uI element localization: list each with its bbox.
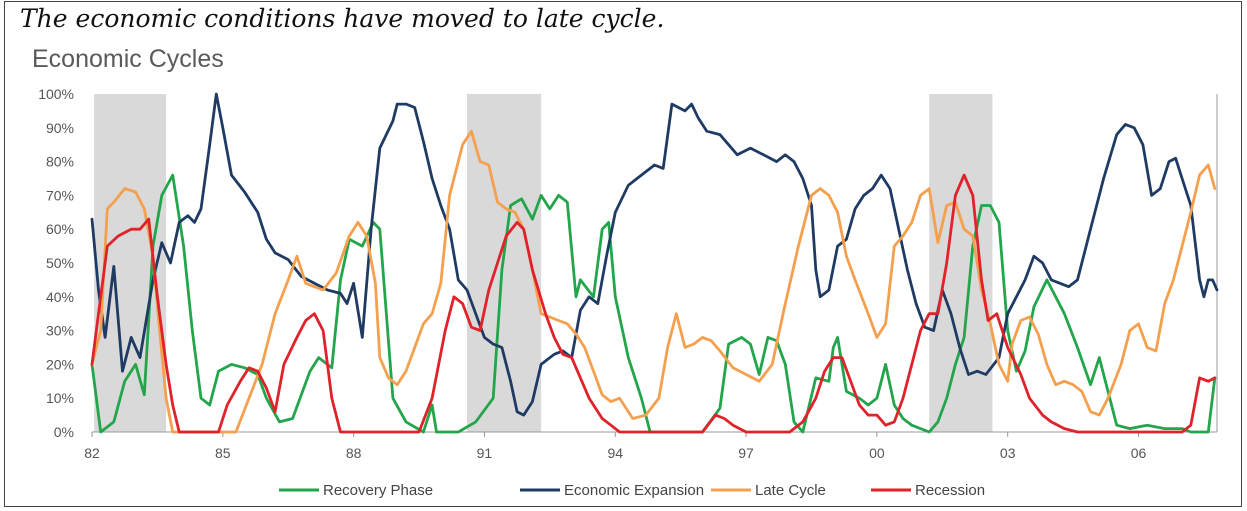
y-tick-label: 50%: [46, 255, 74, 271]
y-tick-label: 40%: [46, 289, 74, 305]
series-line-recession: [90, 173, 1217, 434]
axes: 0% 10% 20% 30% 40% 50% 60% 70% 80% 90% 100% 82 85 88 9…: [38, 86, 1218, 461]
y-tick-label: 80%: [46, 154, 74, 170]
y-tick-label: 100%: [38, 86, 74, 102]
x-tick-label: 91: [477, 445, 493, 461]
series-line-recovery-phase: [90, 173, 1217, 434]
y-tick-label: 60%: [46, 221, 74, 237]
x-tick-label: 00: [869, 445, 885, 461]
x-tick-label: 94: [607, 445, 623, 461]
chart-title: Economic Cycles: [32, 45, 224, 73]
series-line-economic-expansion: [90, 92, 1219, 417]
x-tick-label: 88: [346, 445, 362, 461]
series-line-late-cycle: [90, 129, 1217, 434]
chart-frame: [4, 1, 1242, 507]
y-tick-label: 0%: [54, 424, 74, 440]
recession-shading: [94, 94, 993, 432]
legend-label: Late Cycle: [755, 482, 826, 499]
y-tick-label: 10%: [46, 390, 74, 406]
x-tick-label: 85: [215, 445, 231, 461]
legend-label: Economic Expansion: [564, 482, 704, 499]
y-tick-label: 70%: [46, 187, 74, 203]
caption: The economic conditions have moved to la…: [20, 4, 665, 33]
series-lines: [90, 92, 1219, 434]
shaded-period-2: [929, 94, 993, 432]
legend-label: Recession: [915, 482, 985, 499]
y-tick-label: 90%: [46, 120, 74, 136]
legend: Recovery Phase Economic Expansion Late Cyc…: [279, 482, 985, 499]
x-tick-label: 97: [738, 445, 754, 461]
legend-label: Recovery Phase: [323, 482, 433, 499]
y-tick-label: 30%: [46, 323, 74, 339]
x-tick-label: 82: [84, 445, 100, 461]
y-tick-label: 20%: [46, 356, 74, 372]
x-tick-label: 06: [1131, 445, 1147, 461]
x-tick-label: 03: [1000, 445, 1016, 461]
